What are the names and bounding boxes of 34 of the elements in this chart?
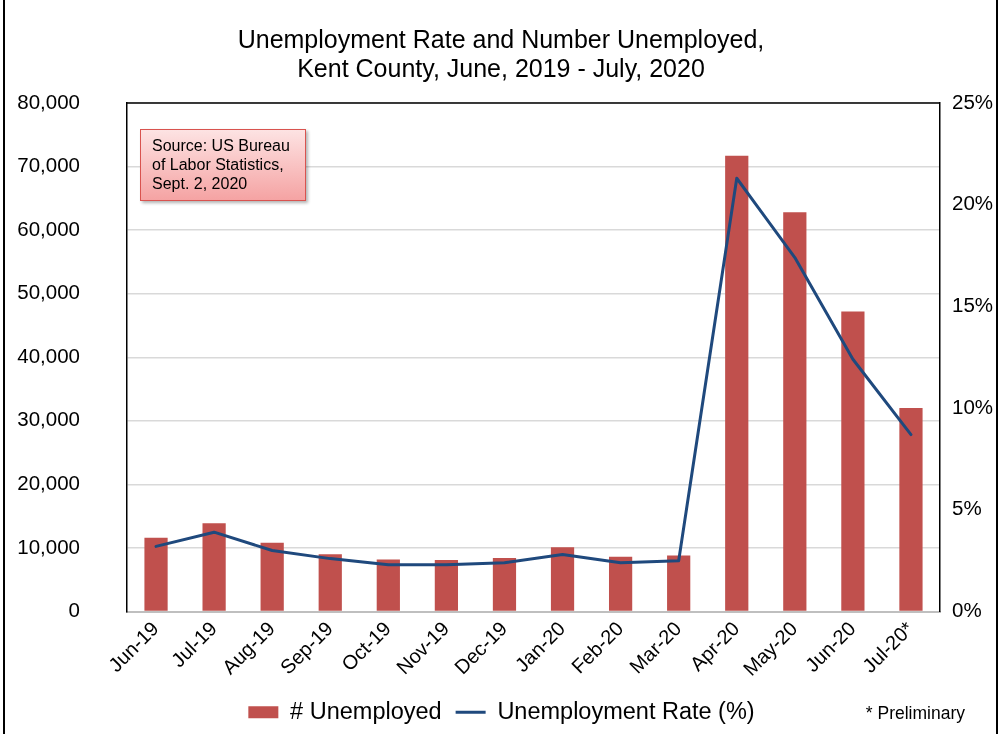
bar bbox=[725, 155, 749, 611]
bar bbox=[376, 559, 400, 611]
bar bbox=[260, 542, 284, 611]
bar bbox=[550, 547, 575, 611]
y2-tick-label: 5% bbox=[952, 496, 982, 520]
y2-tick-label: 0% bbox=[952, 598, 982, 622]
y-tick-label: 0 bbox=[68, 598, 80, 622]
annotation: Source: US Bureau of Labor Statistics, Sept. 2, 2020 bbox=[140, 129, 306, 201]
bar bbox=[841, 311, 865, 611]
y-tick-label: 20,000 bbox=[17, 471, 80, 495]
y-tick-label: 40,000 bbox=[17, 343, 80, 367]
bar bbox=[318, 554, 342, 611]
legend-label: # Unemployed bbox=[290, 697, 442, 724]
y-tick-label: 60,000 bbox=[17, 216, 80, 240]
legend-label: Unemployment Rate (%) bbox=[497, 697, 755, 724]
bar bbox=[667, 555, 691, 611]
bar bbox=[144, 537, 168, 611]
bar bbox=[492, 558, 517, 611]
text: * Preliminary bbox=[865, 703, 965, 723]
bar bbox=[202, 523, 226, 611]
y2-tick-label: 15% bbox=[952, 293, 994, 317]
y2-tick-label: 25% bbox=[952, 89, 994, 113]
chart-title: Unemployment Rate and Number Unemployed, Kent County, June, 2019 - July, 2020 bbox=[236, 25, 766, 83]
y-tick-label: 30,000 bbox=[17, 407, 80, 431]
bar bbox=[899, 408, 923, 611]
bar bbox=[783, 212, 807, 611]
y-tick-label: 50,000 bbox=[17, 280, 80, 304]
y-tick-label: 10,000 bbox=[17, 534, 80, 558]
y-tick-label: 80,000 bbox=[17, 89, 80, 113]
y2-tick-label: 10% bbox=[952, 394, 994, 418]
y-tick-label: 70,000 bbox=[17, 153, 80, 177]
y2-tick-label: 20% bbox=[952, 191, 994, 215]
bar bbox=[434, 560, 459, 611]
bar bbox=[608, 556, 633, 611]
